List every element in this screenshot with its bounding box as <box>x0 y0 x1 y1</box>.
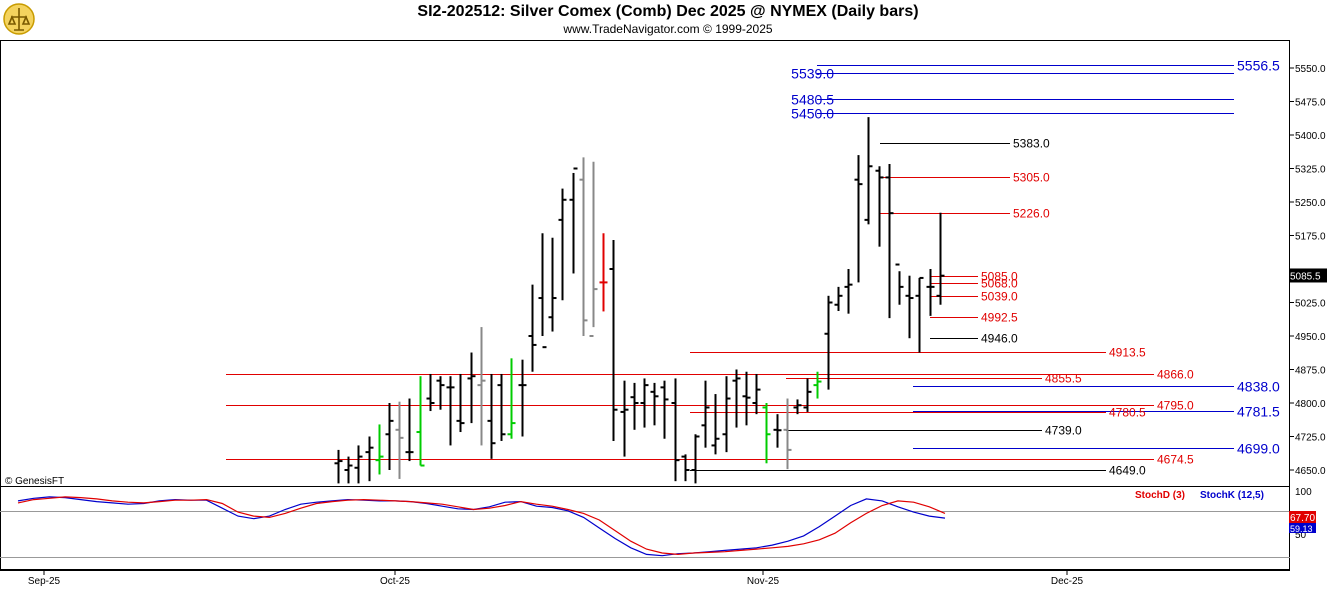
price-tick-label-4800.0: 4800.0 <box>1295 399 1326 410</box>
level-label-5068.0: 5068.0 <box>981 277 1018 291</box>
price-tick-label-4725.0: 4725.0 <box>1295 433 1326 444</box>
date-axis: Sep-25 Oct-25 Nov-25 Dec-25 <box>28 570 1084 587</box>
date-tick-label-Sep-25: Sep-25 <box>28 576 61 587</box>
level-label-5085.0: 5085.0 <box>981 270 1018 284</box>
date-tick-label-Dec-25: Dec-25 <box>1051 576 1084 587</box>
price-tick-label-5325.0: 5325.0 <box>1295 165 1326 176</box>
last-price-badge <box>1289 268 1327 283</box>
price-tick-label-4650.0: 4650.0 <box>1295 466 1326 477</box>
level-label-5539.0: 5539.0 <box>791 66 834 82</box>
level-label-5383.0: 5383.0 <box>1013 137 1050 151</box>
ohlc-bars <box>334 117 945 484</box>
date-tick-label-Oct-25: Oct-25 <box>380 576 410 587</box>
level-label-4838.0: 4838.0 <box>1237 379 1280 395</box>
price-tick-label-5175.0: 5175.0 <box>1295 232 1326 243</box>
level-label-5450.0: 5450.0 <box>791 106 834 122</box>
title-bar: SI2-202512: Silver Comex (Comb) Dec 2025… <box>0 0 1336 40</box>
level-label-5039.0: 5039.0 <box>981 290 1018 304</box>
genesis-watermark: © GenesisFT <box>5 476 64 487</box>
price-tick-label-4875.0: 4875.0 <box>1295 366 1326 377</box>
level-label-4913.5: 4913.5 <box>1109 346 1146 360</box>
level-label-4795.0: 4795.0 <box>1157 399 1194 413</box>
stoch-axis-label-100: 100 <box>1295 487 1312 498</box>
price-tick-label-5025.0: 5025.0 <box>1295 299 1326 310</box>
stoch-axis-label-50: 50 <box>1295 530 1307 541</box>
price-tick-label-5550.0: 5550.0 <box>1295 64 1326 75</box>
stoch-d-line <box>17 496 946 556</box>
trade-navigator-logo-icon <box>3 3 35 35</box>
price-tick-label-5400.0: 5400.0 <box>1295 131 1326 142</box>
stoch-k-value: 59.13 <box>1290 524 1313 534</box>
level-label-4866.0: 4866.0 <box>1157 368 1194 382</box>
level-label-5556.5: 5556.5 <box>1237 58 1280 74</box>
level-label-4739.0: 4739.0 <box>1045 424 1082 438</box>
level-label-4780.5: 4780.5 <box>1109 406 1146 420</box>
level-label-4946.0: 4946.0 <box>981 332 1018 346</box>
price-axis: 5550.0 5475.0 5400.0 5325.0 5250.0 5175.0 5025… <box>1289 64 1327 477</box>
date-tick-label-Nov-25: Nov-25 <box>747 576 780 587</box>
stoch-d-badge <box>1289 511 1316 523</box>
stoch-k-line <box>17 496 946 557</box>
level-label-4649.0: 4649.0 <box>1109 464 1146 478</box>
price-tick-label-5475.0: 5475.0 <box>1295 98 1326 109</box>
stoch-d-value: 67.70 <box>1290 513 1315 524</box>
stoch-d-legend: StochD (3) <box>1135 490 1185 501</box>
level-label-4855.5: 4855.5 <box>1045 372 1082 386</box>
stoch-k-badge <box>1289 523 1316 533</box>
chart-frames <box>0 40 1290 571</box>
level-label-4699.0: 4699.0 <box>1237 441 1280 457</box>
last-price-label: 5085.5 <box>1290 271 1321 282</box>
level-label-4674.5: 4674.5 <box>1157 453 1194 467</box>
level-label-5305.0: 5305.0 <box>1013 171 1050 185</box>
chart-title: SI2-202512: Silver Comex (Comb) Dec 2025… <box>417 3 919 20</box>
level-label-4781.5: 4781.5 <box>1237 404 1280 420</box>
level-label-5480.5: 5480.5 <box>791 92 834 108</box>
price-tick-label-4950.0: 4950.0 <box>1295 332 1326 343</box>
price-tick-label-5250.0: 5250.0 <box>1295 198 1326 209</box>
copyright-text: www.TradeNavigator.com © 1999-2025 <box>563 22 773 36</box>
stoch-k-legend: StochK (12,5) <box>1200 490 1264 501</box>
level-label-4992.5: 4992.5 <box>981 311 1018 325</box>
level-label-5226.0: 5226.0 <box>1013 207 1050 221</box>
